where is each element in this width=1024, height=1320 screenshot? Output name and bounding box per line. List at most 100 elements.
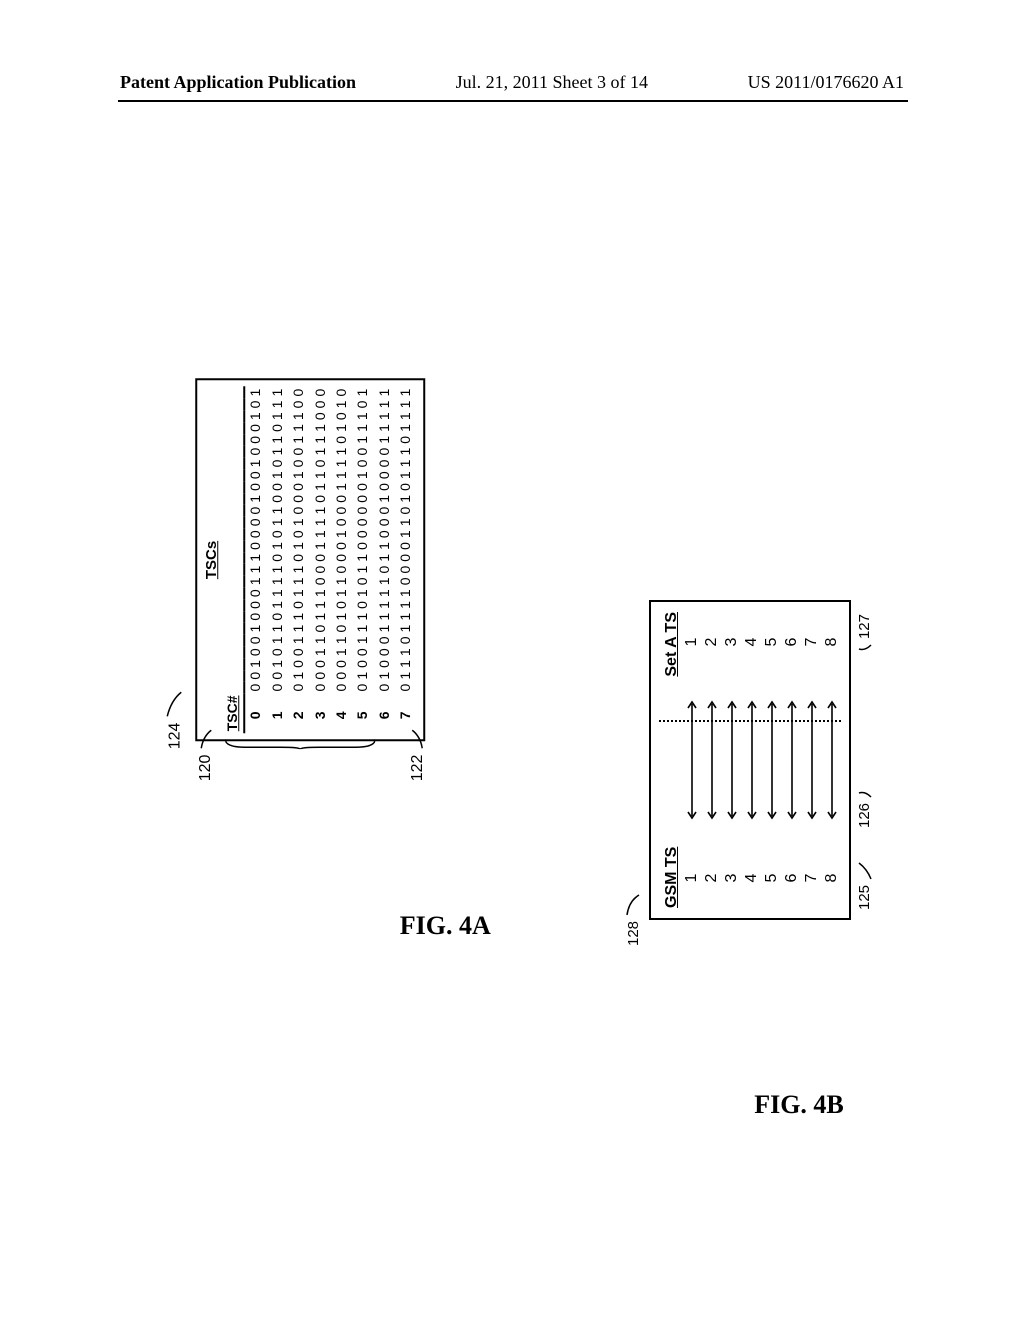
tsc-bit: 1 [395, 670, 416, 682]
tsc-bit: 0 [246, 505, 267, 517]
seta-ts-value: 7 [803, 612, 821, 672]
tsc-bit: 1 [395, 410, 416, 422]
tsc-index: 3 [310, 693, 331, 733]
tsc-bit: 0 [288, 658, 309, 670]
tsc-bit: 0 [246, 528, 267, 540]
tsc-bit: 1 [395, 658, 416, 670]
tsc-bit: 0 [288, 387, 309, 399]
tsc-bit: 0 [246, 670, 267, 682]
ref-128: 128 [625, 893, 643, 946]
tsc-bit: 0 [310, 387, 331, 399]
gsm-header: GSM TS [663, 828, 681, 908]
seta-ts-value: 5 [763, 612, 781, 672]
tsc-bit: 1 [267, 623, 288, 635]
ref-126: 126 [856, 779, 873, 828]
tsc-bit: 1 [395, 517, 416, 529]
tsc-bit: 0 [331, 410, 352, 422]
map-arrow-icon [826, 680, 838, 840]
tsc-bit: 1 [267, 540, 288, 552]
header-left: Patent Application Publication [120, 72, 356, 93]
ref-124: 124 [165, 690, 185, 749]
tsc-bit: 0 [246, 540, 267, 552]
tsc-bit: 0 [246, 611, 267, 623]
tsc-bit: 1 [353, 623, 374, 635]
tsc-bit: 1 [395, 458, 416, 470]
tsc-bit: 1 [310, 634, 331, 646]
tsc-index: 0 [246, 693, 267, 733]
table-row: 100101101111010110010110111 [267, 387, 288, 734]
tsc-bit: 0 [331, 670, 352, 682]
tsc-bit: 1 [331, 575, 352, 587]
tsc-bit: 1 [246, 552, 267, 564]
tsc-bit: 0 [246, 434, 267, 446]
tsc-bit: 1 [246, 387, 267, 399]
tsc-bit: 1 [395, 528, 416, 540]
tsc-bit: 1 [331, 399, 352, 411]
header-rule [118, 100, 908, 102]
tsc-bit: 1 [310, 422, 331, 434]
tsc-bit: 0 [353, 517, 374, 529]
tsc-bit: 1 [310, 505, 331, 517]
tsc-bit: 0 [374, 528, 395, 540]
tsc-bit: 1 [310, 481, 331, 493]
ref-125: 125 [856, 861, 873, 910]
tsc-bit: 0 [331, 658, 352, 670]
tsc-bit: 0 [353, 446, 374, 458]
gsm-ts-value: 3 [723, 848, 741, 908]
tsc-bit: 1 [288, 422, 309, 434]
tsc-bit: 0 [246, 517, 267, 529]
seta-ts-value: 4 [743, 612, 761, 672]
tsc-bit: 1 [246, 458, 267, 470]
tsc-bit: 0 [331, 434, 352, 446]
map-arrow-icon [766, 680, 778, 840]
tsc-bit: 1 [353, 469, 374, 481]
page-header: Patent Application Publication Jul. 21, … [0, 72, 1024, 93]
map-row: 22 [703, 612, 721, 908]
tsc-bit: 0 [288, 493, 309, 505]
tsc-bit: 0 [395, 552, 416, 564]
tsc-bit: 0 [310, 410, 331, 422]
tsc-bit: 1 [288, 623, 309, 635]
map-row: 55 [763, 612, 781, 908]
tsc-bit: 1 [374, 399, 395, 411]
tsc-bit: 1 [374, 611, 395, 623]
tsc-bit: 1 [267, 469, 288, 481]
tsc-bit: 1 [374, 670, 395, 682]
tsc-bit: 0 [310, 564, 331, 576]
tsc-bit: 1 [353, 564, 374, 576]
tsc-bit: 1 [267, 564, 288, 576]
tsc-bit: 0 [353, 575, 374, 587]
tsc-bit: 0 [246, 646, 267, 658]
tsc-bit: 0 [310, 575, 331, 587]
figure-4b: 128 GSM TS Set A TS 1122334455667788 125… [580, 560, 920, 960]
tsc-index: 1 [267, 693, 288, 733]
tsc-bit: 1 [395, 587, 416, 599]
tsc-bit: 1 [267, 399, 288, 411]
tsc-bit: 1 [374, 599, 395, 611]
map-row: 77 [803, 612, 821, 908]
tsc-bit: 0 [395, 434, 416, 446]
tsc-bit: 1 [395, 646, 416, 658]
seta-header: Set A TS [663, 612, 681, 692]
tsc-bit: 1 [353, 434, 374, 446]
tsc-bit: 1 [374, 387, 395, 399]
tsc-bit: 1 [331, 469, 352, 481]
tsc-col-label: TSCs [203, 387, 220, 734]
tsc-bit: 0 [246, 481, 267, 493]
map-arrow-icon [726, 680, 738, 840]
tsc-bit: 1 [267, 434, 288, 446]
tsc-bit: 1 [374, 422, 395, 434]
tsc-bit: 0 [267, 481, 288, 493]
tsc-bit: 0 [288, 505, 309, 517]
tsc-bit: 1 [374, 410, 395, 422]
ref-120: 120 [197, 728, 215, 781]
tsc-bit: 0 [395, 505, 416, 517]
tsc-bit: 1 [331, 422, 352, 434]
seta-ts-value: 1 [683, 612, 701, 672]
tsc-bit: 1 [331, 587, 352, 599]
tsc-bit: 0 [374, 646, 395, 658]
tsc-bit: 1 [310, 646, 331, 658]
tsc-bit: 1 [331, 481, 352, 493]
tsc-bit: 0 [374, 458, 395, 470]
tsc-table: TSC#000100100011100001001000101100101101… [222, 387, 417, 734]
